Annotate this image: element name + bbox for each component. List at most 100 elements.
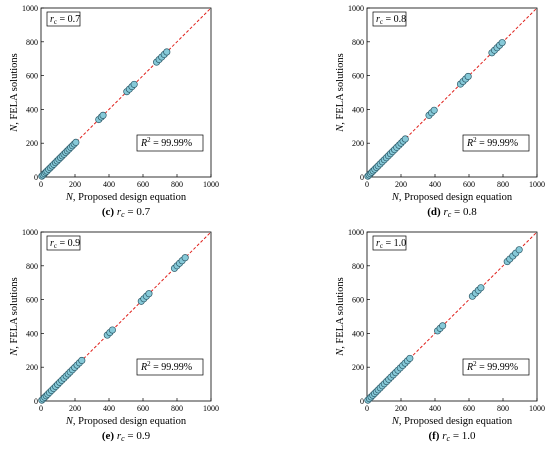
rc-subscript: c — [54, 242, 57, 250]
r2-superscript: 2 — [473, 136, 477, 144]
r2-symbol: R — [140, 362, 147, 373]
y-tick-label: 400 — [352, 105, 364, 114]
r2-label-box — [136, 358, 204, 376]
rc-value: = 1.0 — [383, 238, 406, 249]
caption-value: = 0.7 — [125, 206, 151, 218]
rc-label-box — [372, 235, 407, 251]
data-point — [181, 254, 189, 262]
data-point — [78, 356, 86, 364]
r2-value: = 99.99% — [477, 138, 518, 149]
rc-subscript: c — [380, 242, 383, 250]
r2-superscript: 2 — [473, 360, 477, 368]
y-tick-label: 0 — [34, 173, 38, 182]
caption-symbol: r — [443, 206, 448, 218]
y-axis-variable: N — [335, 124, 346, 133]
x-tick-label: 600 — [137, 404, 149, 413]
y-tick-label: 400 — [26, 105, 38, 114]
y-tick-label: 0 — [34, 397, 38, 406]
caption-value: = 0.9 — [125, 430, 151, 442]
r2-label-box — [462, 134, 530, 152]
x-tick-label: 800 — [497, 180, 509, 189]
r2-label: R2 = 99.99% — [466, 360, 518, 373]
plot-frame — [40, 231, 212, 402]
y-tick-label: 0 — [360, 397, 364, 406]
rc-label-box — [46, 235, 81, 251]
y-tick-label: 800 — [26, 38, 38, 47]
rc-value: = 0.9 — [57, 238, 80, 249]
x-axis-variable: N — [391, 416, 400, 427]
x-axis-variable: N — [65, 192, 74, 203]
caption-value: = 0.8 — [451, 206, 477, 218]
rc-label: rc = 1.0 — [376, 238, 406, 250]
x-tick-label: 800 — [171, 404, 183, 413]
x-axis-label: N, Proposed design equation — [65, 416, 187, 427]
rc-value: = 0.7 — [57, 14, 80, 25]
x-tick-label: 1000 — [203, 180, 219, 189]
data-point — [477, 284, 485, 292]
y-tick-label: 1000 — [348, 228, 364, 237]
y-tick-label: 0 — [360, 173, 364, 182]
x-tick-label: 1000 — [529, 404, 545, 413]
panel-caption: (f) rc = 1.0 — [428, 430, 476, 443]
y-tick-label: 600 — [26, 296, 38, 305]
x-tick-label: 400 — [103, 404, 115, 413]
data-point — [145, 290, 153, 298]
y-tick-label: 1000 — [22, 4, 38, 13]
y-axis-text: , FELA solutions — [335, 277, 346, 348]
y-axis-variable: N — [9, 124, 20, 133]
y-axis-text: , FELA solutions — [9, 53, 20, 124]
x-axis-variable: N — [391, 192, 400, 203]
y-axis-variable: N — [335, 348, 346, 357]
y-tick-label: 800 — [26, 262, 38, 271]
r2-value: = 99.99% — [151, 138, 192, 149]
x-axis-variable: N — [65, 416, 74, 427]
y-axis-variable: N — [9, 348, 20, 357]
caption-symbol: r — [117, 430, 122, 442]
r2-label: R2 = 99.99% — [140, 136, 192, 149]
x-tick-label: 400 — [103, 180, 115, 189]
x-axis-text: , Proposed design equation — [73, 416, 187, 427]
rc-label-box — [46, 11, 81, 27]
x-tick-label: 1000 — [203, 404, 219, 413]
y-tick-label: 600 — [352, 296, 364, 305]
y-axis-label: N, FELA solutions — [9, 53, 20, 133]
y-tick-label: 200 — [26, 363, 38, 372]
r2-symbol: R — [466, 138, 473, 149]
y-axis-text: , FELA solutions — [9, 277, 20, 348]
y-axis-label: N, FELA solutions — [335, 53, 346, 133]
x-tick-label: 400 — [429, 404, 441, 413]
y-tick-label: 200 — [26, 139, 38, 148]
data-point — [406, 354, 414, 362]
x-axis-text: , Proposed design equation — [399, 416, 513, 427]
caption-subscript: c — [447, 434, 451, 443]
y-tick-label: 400 — [352, 329, 364, 338]
y-tick-label: 1000 — [22, 228, 38, 237]
x-tick-label: 600 — [463, 180, 475, 189]
x-tick-label: 0 — [39, 404, 43, 413]
rc-label: rc = 0.9 — [50, 238, 80, 250]
rc-subscript: c — [54, 18, 57, 26]
caption-letter: (c) — [102, 206, 115, 218]
y-tick-label: 800 — [352, 38, 364, 47]
x-axis-label: N, Proposed design equation — [391, 416, 513, 427]
y-tick-label: 200 — [352, 139, 364, 148]
x-tick-label: 1000 — [529, 180, 545, 189]
x-axis-text: , Proposed design equation — [399, 192, 513, 203]
x-tick-label: 800 — [171, 180, 183, 189]
x-tick-label: 0 — [365, 180, 369, 189]
r2-superscript: 2 — [147, 136, 151, 144]
r2-symbol: R — [140, 138, 147, 149]
x-tick-label: 600 — [463, 404, 475, 413]
r2-label: R2 = 99.99% — [140, 360, 192, 373]
r2-superscript: 2 — [147, 360, 151, 368]
y-tick-label: 1000 — [348, 4, 364, 13]
caption-subscript: c — [121, 210, 125, 219]
panel-caption: (c) rc = 0.7 — [102, 206, 151, 219]
r2-value: = 99.99% — [151, 362, 192, 373]
caption-symbol: r — [442, 430, 447, 442]
r2-label-box — [462, 358, 530, 376]
